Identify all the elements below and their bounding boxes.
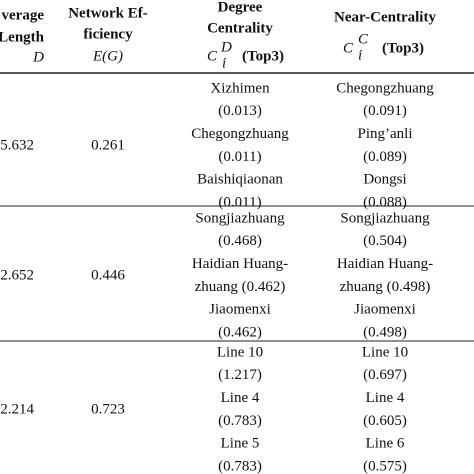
cell-text: 2.652 bbox=[0, 267, 34, 283]
header-text: ficiency bbox=[83, 26, 133, 42]
cell-text: (1.217) bbox=[218, 367, 262, 383]
symbol-sub: i bbox=[358, 47, 362, 63]
header-text: Near-Centrality bbox=[334, 9, 436, 25]
cell-text: 2.214 bbox=[0, 401, 34, 417]
cell-text: Songjiazhuang bbox=[340, 210, 430, 226]
cell-text: 0.261 bbox=[91, 137, 125, 153]
cell-text: zhuang (0.462) bbox=[195, 279, 286, 295]
symbol-sub: i bbox=[222, 55, 226, 71]
cell-text: (0.504) bbox=[363, 233, 407, 249]
cell-text: Jiaomenxi bbox=[209, 302, 271, 318]
cell-text: 5.632 bbox=[0, 137, 34, 153]
symbol: C bbox=[207, 48, 218, 64]
cell-text: (0.468) bbox=[218, 233, 262, 249]
header-text: D bbox=[32, 49, 44, 65]
cell-text: Chegongzhuang bbox=[191, 126, 289, 142]
cell-text: Line 4 bbox=[221, 390, 260, 406]
symbol-sup: D bbox=[220, 39, 232, 55]
cell-text: 0.446 bbox=[91, 267, 125, 283]
header-text: Degree bbox=[218, 0, 263, 15]
cell-text: (0.011) bbox=[218, 149, 261, 165]
cell-text: (0.575) bbox=[363, 458, 407, 474]
cell-text: Line 5 bbox=[221, 436, 260, 452]
symbol-sup: C bbox=[358, 31, 369, 47]
cell-text: (0.783) bbox=[218, 413, 262, 429]
cell-text: Jiaomenxi bbox=[354, 302, 416, 318]
cell-text: (0.088) bbox=[363, 194, 407, 210]
cell-text: (0.089) bbox=[363, 149, 407, 165]
cell-text: Line 10 bbox=[362, 344, 408, 360]
cell-text: (0.697) bbox=[363, 367, 407, 383]
cell-text: (0.091) bbox=[363, 103, 407, 119]
cell-text: Line 4 bbox=[366, 390, 405, 406]
symbol: C bbox=[343, 40, 354, 56]
cell-text: 0.723 bbox=[91, 401, 125, 417]
cell-text: Songjiazhuang bbox=[195, 210, 285, 226]
cell-text: Xizhimen bbox=[210, 80, 270, 96]
cell-text: Line 10 bbox=[217, 344, 263, 360]
header-text: Network Ef- bbox=[68, 5, 148, 21]
cell-text: (0.783) bbox=[218, 458, 262, 474]
cell-text: Haidian Huang- bbox=[192, 256, 288, 272]
cell-text: Ping’anli bbox=[358, 126, 413, 142]
cell-text: Haidian Huang- bbox=[337, 256, 433, 272]
header-text: Centrality bbox=[207, 20, 273, 36]
header-text: (Top3) bbox=[382, 40, 424, 56]
cell-text: Chegongzhuang bbox=[336, 80, 434, 96]
cell-text: Line 6 bbox=[366, 436, 405, 452]
header-text: Length bbox=[0, 29, 45, 45]
header-text: E(G) bbox=[92, 48, 123, 64]
cell-text: (0.011) bbox=[218, 194, 261, 210]
cell-text: zhuang (0.498) bbox=[340, 279, 431, 295]
cell-text: Baishiqiaonan bbox=[197, 172, 283, 188]
header-text: verage bbox=[2, 7, 45, 23]
cell-text: (0.013) bbox=[218, 103, 262, 119]
cell-text: Dongsi bbox=[363, 172, 406, 188]
cell-text: (0.498) bbox=[363, 324, 407, 340]
header-text: (Top3) bbox=[242, 48, 284, 64]
cell-text: (0.462) bbox=[218, 324, 262, 340]
cell-text: (0.605) bbox=[363, 413, 407, 429]
